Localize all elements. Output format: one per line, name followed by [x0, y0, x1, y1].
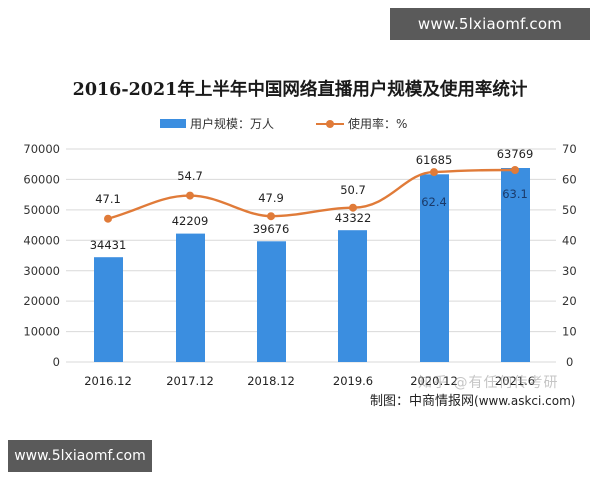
line-value-labels: 47.1 54.7 47.9 50.7 62.4 63.1 [95, 169, 528, 209]
bar-value-labels: 34431 42209 39676 43322 61685 63769 [90, 147, 534, 252]
svg-text:2018.12: 2018.12 [247, 374, 295, 388]
legend-label-rate: 使用率：% [348, 117, 408, 131]
bar-2016-12 [94, 257, 123, 362]
svg-text:63769: 63769 [497, 147, 534, 161]
x-axis: 2016.12 2017.12 2018.12 2019.6 2020.12 2… [84, 374, 535, 388]
source-credit: 制图：中商情报网(www.askci.com) [370, 390, 575, 409]
svg-text:60: 60 [562, 173, 577, 187]
svg-text:43322: 43322 [335, 211, 372, 225]
svg-text:2016.12: 2016.12 [84, 374, 132, 388]
svg-text:39676: 39676 [253, 222, 290, 236]
svg-text:40: 40 [562, 234, 577, 248]
line-markers [104, 166, 519, 223]
svg-text:40000: 40000 [23, 234, 60, 248]
svg-text:2020.12: 2020.12 [410, 374, 458, 388]
watermark-banner-top: www.5lxiaomf.com [390, 8, 590, 40]
svg-text:10: 10 [562, 325, 577, 339]
bar-2021-6 [501, 168, 530, 362]
svg-text:50: 50 [562, 203, 577, 217]
svg-text:63.1: 63.1 [502, 187, 528, 201]
right-axis: 70 60 50 40 30 20 10 0 [562, 142, 577, 369]
svg-text:61685: 61685 [416, 153, 453, 167]
svg-text:50.7: 50.7 [340, 183, 366, 197]
legend-item-users: 用户规模：万人 [160, 115, 274, 132]
svg-text:50000: 50000 [23, 203, 60, 217]
chart-title: 2016-2021年上半年中国网络直播用户规模及使用率统计 [72, 80, 528, 100]
usage-rate-line [107, 168, 516, 220]
source-url: (www.askci.com) [474, 394, 576, 408]
bar-2019-6 [338, 230, 367, 362]
legend-label-users: 用户规模：万人 [190, 117, 275, 131]
line-swatch-icon [316, 118, 344, 130]
watermark-banner-bottom: www.5lxiaomf.com [8, 440, 152, 472]
svg-text:30: 30 [562, 264, 577, 278]
left-axis: 70000 60000 50000 40000 30000 20000 1000… [23, 142, 60, 369]
svg-text:70: 70 [562, 142, 577, 156]
svg-text:54.7: 54.7 [177, 169, 203, 183]
bar-2018-12 [257, 241, 286, 362]
bar-swatch-icon [160, 119, 186, 128]
svg-text:2021.6: 2021.6 [495, 374, 535, 388]
svg-text:60000: 60000 [23, 173, 60, 187]
svg-text:70000: 70000 [23, 142, 60, 156]
svg-text:2017.12: 2017.12 [166, 374, 214, 388]
bar-2017-12 [176, 233, 205, 362]
svg-text:62.4: 62.4 [421, 195, 447, 209]
bar-series [94, 168, 530, 362]
svg-text:2019.6: 2019.6 [333, 374, 373, 388]
bar-2020-12 [420, 174, 449, 362]
svg-text:20: 20 [562, 294, 577, 308]
gridlines [66, 148, 556, 363]
svg-text:10000: 10000 [23, 325, 60, 339]
svg-text:20000: 20000 [23, 294, 60, 308]
legend-item-rate: 使用率：% [316, 115, 407, 132]
svg-text:47.9: 47.9 [258, 191, 284, 205]
source-label: 制图：中商情报网 [370, 394, 475, 409]
svg-text:42209: 42209 [172, 214, 209, 228]
zhihu-watermark: 知乎 @有任何传考研 [418, 375, 559, 391]
svg-text:0: 0 [53, 355, 60, 369]
svg-text:30000: 30000 [23, 264, 60, 278]
svg-text:0: 0 [566, 355, 573, 369]
svg-text:34431: 34431 [90, 238, 127, 252]
svg-text:47.1: 47.1 [95, 192, 121, 206]
